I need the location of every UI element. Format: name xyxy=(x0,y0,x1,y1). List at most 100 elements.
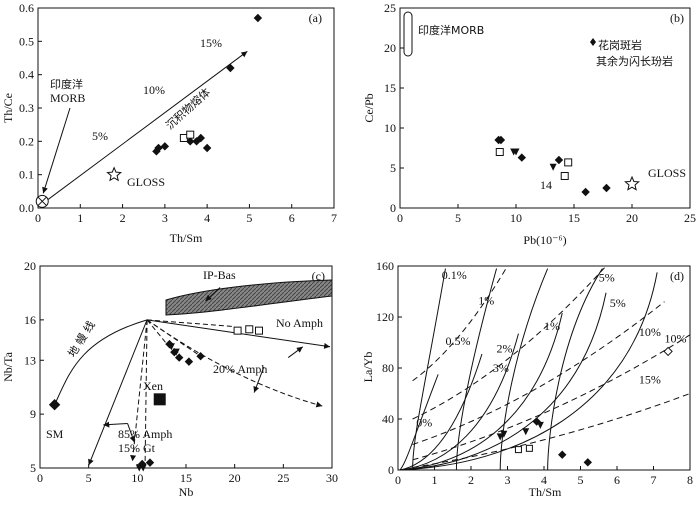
morb-arrow xyxy=(42,107,71,194)
dashed-isopleth xyxy=(412,393,691,468)
panel-b-legend-2: 其余为闪长玢岩 xyxy=(596,54,673,68)
amph20-arrow-down xyxy=(253,366,265,393)
panel-c-marks xyxy=(48,287,331,472)
x-tick-label: 20 xyxy=(626,211,638,225)
solid-melting-curve xyxy=(399,272,658,471)
panel-c-label: (c) xyxy=(312,269,325,283)
square-marker xyxy=(564,158,573,167)
pct-label: 0.5% xyxy=(445,334,470,348)
panel-a-pct-5: 5% xyxy=(92,129,108,143)
y-tick-label: 0.6 xyxy=(19,1,34,15)
triangle-marker xyxy=(512,148,520,156)
panel-d-marks xyxy=(496,346,673,467)
pct-label: 5% xyxy=(610,296,626,310)
pct-label: 5% xyxy=(599,270,615,284)
y-tick-label: 20 xyxy=(384,41,396,55)
diamond-marker xyxy=(583,458,593,467)
x-tick-label: 4 xyxy=(541,473,547,487)
pct-label: 1% xyxy=(544,319,560,333)
diamond-marker xyxy=(145,458,155,467)
panel-d-curves xyxy=(399,265,691,471)
x-tick-label: 10 xyxy=(510,211,522,225)
y-tick-label: 20 xyxy=(24,259,36,273)
diamond-marker xyxy=(663,346,673,357)
x-tick-label: 3 xyxy=(162,211,168,225)
amph20-arrow-up xyxy=(287,346,304,358)
panel-c-ip-bas-label: IP-Bas xyxy=(203,268,236,282)
x-tick-label: 6 xyxy=(289,211,295,225)
panel-c-gt15-label: 15% Gt xyxy=(118,441,156,455)
x-tick-label: 2 xyxy=(120,211,126,225)
y-tick-label: 13 xyxy=(24,353,36,367)
pct-label: 1% xyxy=(478,293,494,307)
panel-a-pct-15: 15% xyxy=(200,36,222,50)
panel-d-xlabel: Th/Sm xyxy=(529,485,562,499)
x-tick-label: 30 xyxy=(326,471,338,485)
panel-b-label: (b) xyxy=(670,11,684,25)
vertical-curve xyxy=(455,268,498,471)
y-tick-label: 5 xyxy=(30,461,36,475)
panel-b-morb-field xyxy=(403,11,413,57)
panel-c-xen-label: Xen xyxy=(143,379,163,393)
y-tick-label: 10 xyxy=(384,121,396,135)
diamond-marker xyxy=(196,352,205,361)
mantle-line xyxy=(54,319,148,405)
panel-b-frame xyxy=(399,7,691,209)
diamond-marker xyxy=(160,142,170,151)
mixing-line xyxy=(45,50,248,202)
dashed-isopleth xyxy=(412,334,691,461)
panel-a-pct-10: 10% xyxy=(143,83,165,97)
trend-line-3 xyxy=(146,319,201,357)
panel-d-label: (d) xyxy=(670,269,684,283)
panel-b-ticks: 0 5 10 15 20 25 0 5 10 15 20 25 xyxy=(384,1,696,225)
x-tick-label: 3 xyxy=(505,473,511,487)
y-tick-label: 5 xyxy=(390,161,396,175)
vertical-curve xyxy=(547,268,603,471)
y-tick-label: 40 xyxy=(382,412,394,426)
trend-line-1 xyxy=(146,319,172,350)
y-tick-label: 80 xyxy=(382,361,394,375)
square-marker xyxy=(233,326,242,335)
x-tick-label: 1 xyxy=(77,211,83,225)
triangle-marker xyxy=(536,421,544,429)
dashed-isopleth xyxy=(412,301,665,445)
x-tick-label: 1 xyxy=(432,473,438,487)
triangle-marker xyxy=(139,464,147,472)
panel-d-ylabel: La/Yb xyxy=(361,352,375,383)
y-tick-label: 0 xyxy=(388,463,394,477)
xen-square xyxy=(153,393,166,406)
panel-a-morb-label-2: MORB xyxy=(50,91,85,105)
triangle-marker xyxy=(500,430,508,438)
diamond-marker xyxy=(496,135,506,145)
square-marker xyxy=(255,326,263,335)
amph-20-curve xyxy=(146,319,323,408)
square-marker xyxy=(186,130,195,139)
solid-melting-curve xyxy=(399,353,483,471)
panel-a-ticks: 0 1 2 3 4 5 6 7 0.0 0.1 0.2 0.3 0.4 0.5 0.6 xyxy=(19,1,337,225)
panel-c-sm-label: SM xyxy=(46,427,64,441)
y-tick-label: 0.0 xyxy=(19,201,34,215)
gloss-star xyxy=(106,166,123,182)
diamond-marker xyxy=(48,398,61,411)
square-marker xyxy=(245,325,254,334)
triangle-marker xyxy=(172,348,180,356)
y-tick-label: 25 xyxy=(384,1,396,15)
y-tick-label: 16 xyxy=(24,313,36,327)
pct-label: 2% xyxy=(497,342,513,356)
diamond-marker xyxy=(253,13,263,23)
gt-line xyxy=(88,319,148,466)
panel-b-ylabel: Ce/Pb xyxy=(362,93,376,122)
triangle-marker xyxy=(549,163,557,171)
panel-d-pct-labels: 0.1% 1% 0.5% 1% 2% 3% 5% 5% 10% 10% 15% 0% xyxy=(416,268,686,430)
morb-cross xyxy=(37,196,47,206)
x-tick-label: 25 xyxy=(684,211,696,225)
panel-a: 0 1 2 3 4 5 6 70.00.10.20.30.40.50.6 (a) Th/Sm … xyxy=(1,1,337,245)
y-tick-label: 120 xyxy=(376,310,394,324)
x-tick-label: 20 xyxy=(229,471,241,485)
panel-b-xlabel: Pb(10⁻⁶) xyxy=(523,233,566,247)
panel-c-ylabel: Nb/Ta xyxy=(1,351,15,381)
